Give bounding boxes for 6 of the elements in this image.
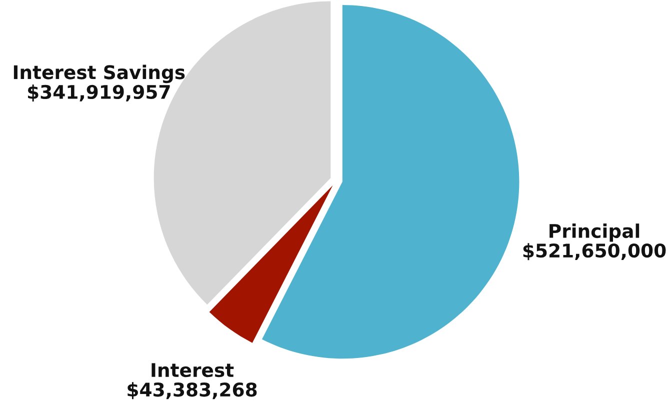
data-label: $521,650,000 bbox=[523, 243, 666, 260]
slice-label: Interest bbox=[152, 363, 234, 378]
slice-label: Interest Savings bbox=[14, 64, 185, 84]
slice-label: Principal bbox=[550, 224, 640, 242]
data-label: $43,383,268 bbox=[128, 382, 257, 400]
data-label: $341,919,957 bbox=[28, 84, 170, 102]
